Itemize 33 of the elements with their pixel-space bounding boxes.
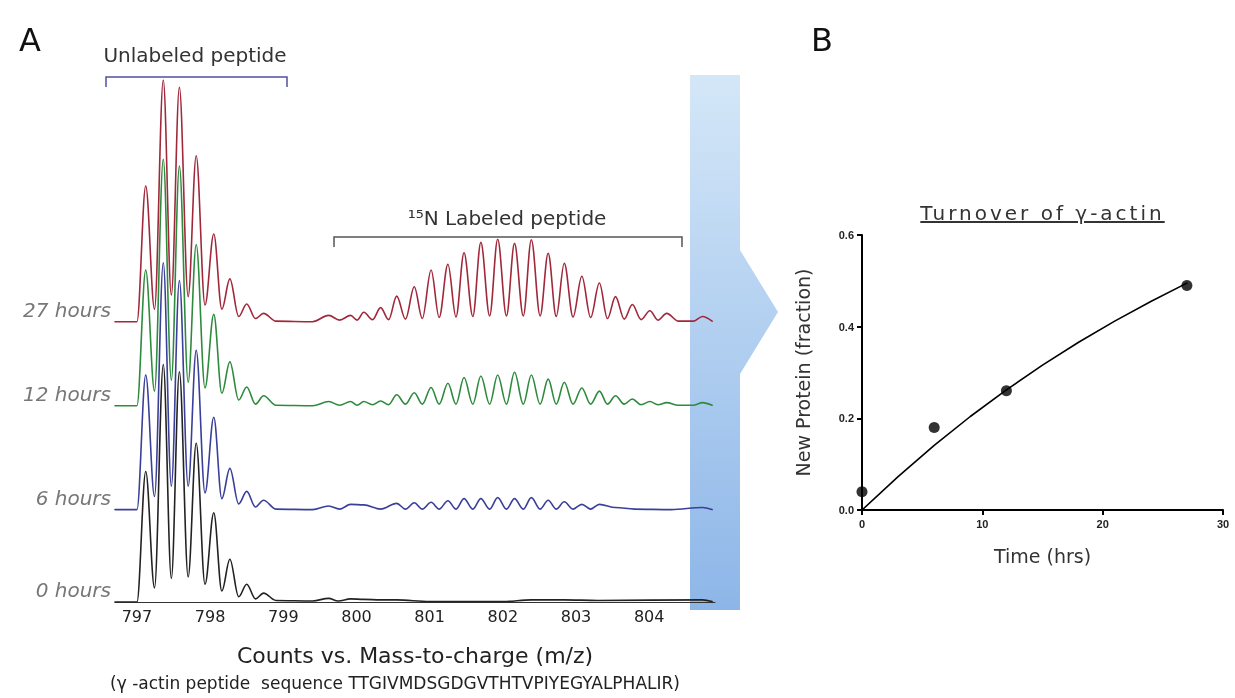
text: B — [811, 21, 833, 59]
text: (γ -actin peptide sequence TTGIVMDSGDGVTHTVPIYEGYALPHALIR) — [110, 673, 680, 693]
series-label: 12 hours — [22, 381, 111, 406]
point — [856, 486, 868, 498]
annotation: ¹⁵N Labeled peptide — [407, 206, 607, 230]
text: A — [19, 21, 42, 59]
point — [928, 422, 940, 433]
text: Unlabeled peptide — [103, 43, 287, 67]
point — [1181, 279, 1193, 291]
y-tick-label: 0.4 — [838, 320, 855, 333]
y-tick-label: 0.2 — [838, 412, 854, 425]
x-tick-label: 803 — [560, 606, 592, 626]
point — [1000, 385, 1012, 397]
x-tick-label: 0 — [858, 517, 866, 530]
x-tick-label: 30 — [1216, 517, 1230, 530]
x-tick-label: 802 — [487, 606, 519, 626]
series-label: 6 hours — [35, 485, 111, 510]
x-tick-label: 804 — [633, 606, 665, 626]
y-tick-label: 0.0 — [838, 504, 854, 516]
x-tick-label: 798 — [194, 606, 226, 626]
x-tick-label: 797 — [121, 606, 153, 626]
x-axis-title: Time (hrs) — [992, 544, 1092, 567]
x-tick-label: 10 — [976, 517, 989, 530]
y-tick-label: 0.6 — [838, 229, 854, 241]
x-tick-label: 801 — [414, 606, 445, 626]
x-tick-label: 799 — [268, 606, 299, 626]
chart-title: Turnover of γ-actin — [919, 201, 1166, 225]
series-label: 27 hours — [22, 297, 111, 322]
y-axis-title: New Protein (fraction) — [791, 268, 814, 477]
x-tick-label: 800 — [341, 606, 372, 626]
x-axis-title: Counts vs. Mass-to-charge (m/z) — [236, 642, 594, 668]
x-tick-label: 20 — [1096, 517, 1109, 530]
series-label: 0 hours — [35, 578, 111, 602]
